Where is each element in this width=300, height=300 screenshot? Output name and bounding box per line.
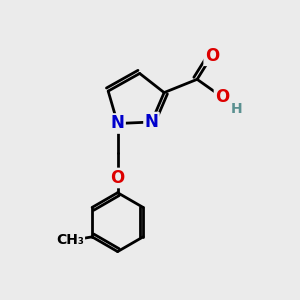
Text: O: O <box>215 88 229 106</box>
Text: CH₃: CH₃ <box>56 233 84 247</box>
Text: O: O <box>110 169 125 187</box>
Text: N: N <box>145 113 158 131</box>
Text: N: N <box>111 115 124 133</box>
Text: H: H <box>231 102 243 116</box>
Text: O: O <box>205 47 219 65</box>
